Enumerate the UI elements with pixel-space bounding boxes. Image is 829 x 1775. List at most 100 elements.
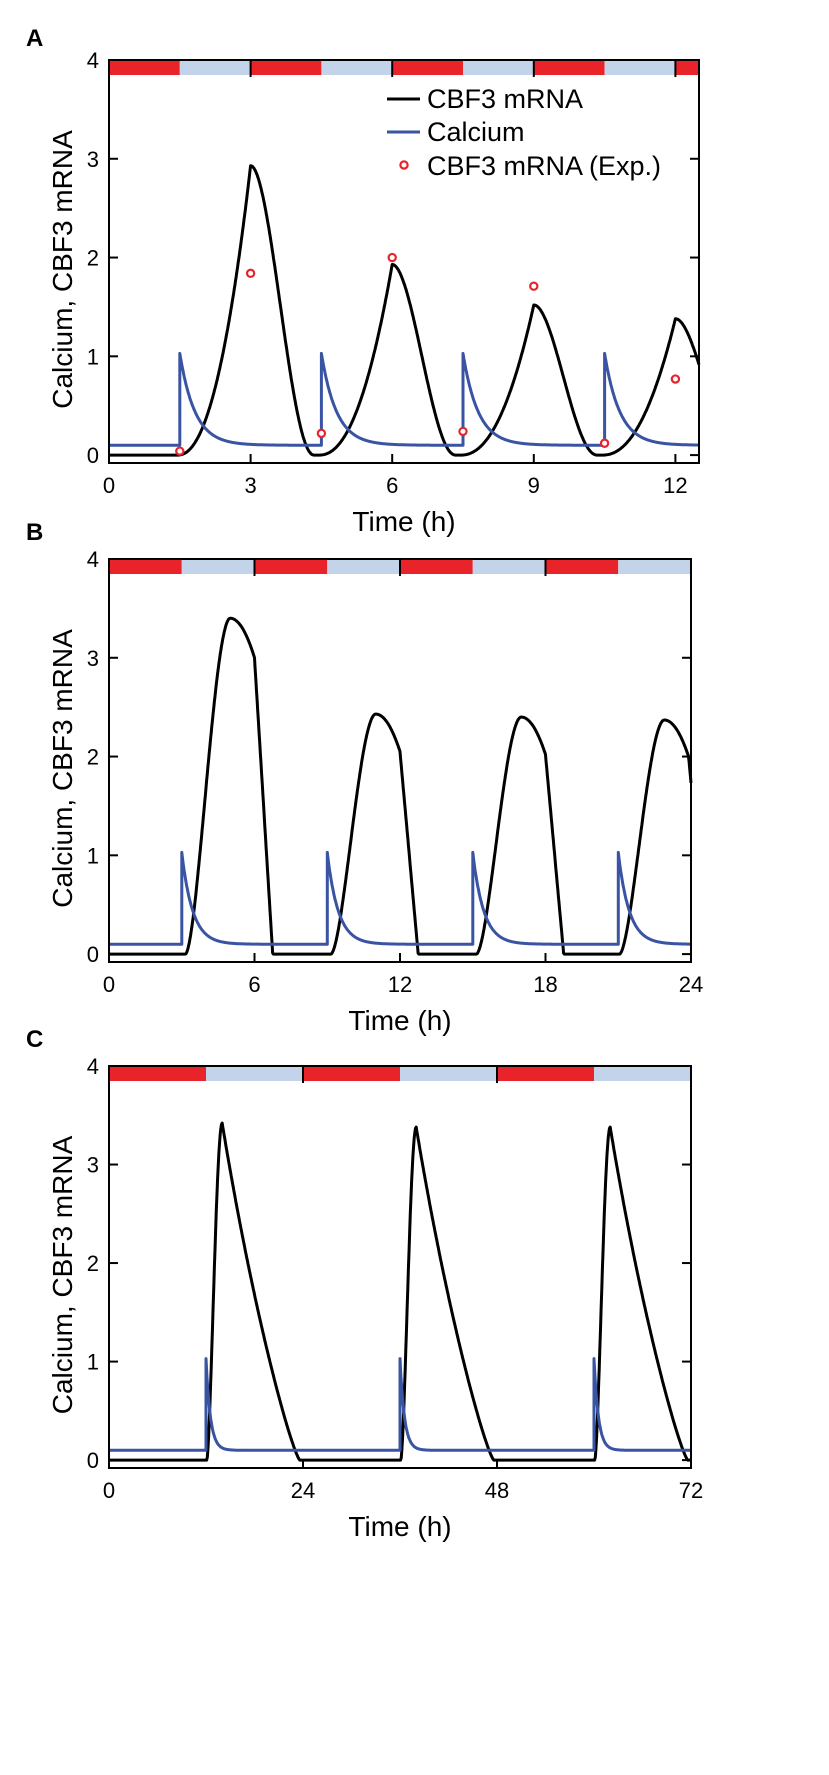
- x-tick-label: 12: [388, 972, 412, 997]
- cbf3-mrna-line: [108, 1121, 692, 1462]
- y-tick-label: 0: [87, 942, 99, 967]
- light-period: [497, 1066, 594, 1081]
- experimental-points-a: [175, 252, 681, 456]
- x-tick-label: 6: [248, 972, 260, 997]
- y-tick-label: 0: [87, 443, 99, 468]
- light-period: [675, 60, 699, 75]
- experimental-point: [458, 426, 468, 437]
- y-tick-label: 4: [87, 48, 99, 73]
- x-tick-label: 6: [386, 473, 398, 498]
- curves-b: [107, 616, 693, 956]
- dark-period: [181, 559, 255, 574]
- curves-c: [107, 1121, 693, 1462]
- dark-period: [618, 559, 691, 574]
- light-period: [250, 60, 322, 75]
- x-tick-label: 24: [679, 972, 703, 997]
- x-tick-label: 0: [103, 972, 115, 997]
- experimental-point: [316, 428, 327, 439]
- x-tick-label: 0: [103, 1478, 115, 1503]
- y-tick-label: 2: [87, 246, 99, 271]
- light-period: [400, 559, 473, 574]
- dark-period: [400, 1066, 497, 1081]
- calcium-line: [107, 1357, 693, 1452]
- photoperiod-bar-c: [109, 1066, 691, 1083]
- plot-frame-b: [108, 558, 692, 963]
- cbf3-mrna-line: [108, 616, 693, 956]
- x-tick-labels-a: 0 3 6 9 12: [103, 473, 688, 498]
- light-period: [392, 60, 463, 75]
- light-period: [109, 1066, 206, 1081]
- axis-ticks-a: [108, 59, 699, 463]
- calcium-line: [107, 351, 701, 447]
- y-tick-label: 0: [87, 1448, 99, 1473]
- dark-period: [206, 1066, 303, 1081]
- experimental-point: [387, 252, 397, 263]
- y-tick-label: 1: [87, 1350, 99, 1375]
- x-axis-title-b: Time (h): [348, 1005, 451, 1036]
- y-tick-label: 1: [87, 843, 99, 868]
- y-tick-labels-a: 0 1 2 3 4: [87, 48, 99, 468]
- experimental-point: [670, 374, 681, 384]
- panel-c: C 0 24 48 72 0 1 2 3 4 Time (h) Calcium, CBF3 m…: [26, 1026, 703, 1542]
- x-axis-title-c: Time (h): [348, 1511, 451, 1542]
- x-tick-labels-b: 0 6 12 18 24: [103, 972, 703, 997]
- light-period: [545, 559, 619, 574]
- light-period: [533, 60, 605, 75]
- experimental-point: [529, 281, 539, 291]
- x-tick-label: 12: [663, 473, 687, 498]
- panel-c-label: C: [26, 1026, 43, 1053]
- y-tick-label: 3: [87, 147, 99, 172]
- calcium-line: [107, 850, 693, 946]
- legend-mrna-label: CBF3 mRNA: [427, 84, 583, 114]
- experimental-point: [175, 446, 185, 456]
- x-axis-title-a: Time (h): [352, 506, 455, 537]
- photoperiod-bar-a: [109, 60, 699, 77]
- y-tick-labels-c: 0 1 2 3 4: [87, 1054, 99, 1473]
- plot-frame-c: [108, 1065, 692, 1469]
- experimental-point: [599, 438, 610, 448]
- y-axis-title-b: Calcium, CBF3 mRNA: [47, 629, 78, 908]
- light-period: [303, 1066, 400, 1081]
- y-tick-label: 2: [87, 745, 99, 770]
- photoperiod-bar-b: [109, 559, 691, 576]
- x-tick-label: 0: [103, 473, 115, 498]
- y-tick-label: 4: [87, 1054, 99, 1079]
- x-tick-label: 72: [679, 1478, 703, 1503]
- panel-a-label: A: [26, 25, 43, 52]
- x-tick-labels-c: 0 24 48 72: [103, 1478, 703, 1503]
- dark-period: [594, 1066, 691, 1081]
- y-axis-title-a: Calcium, CBF3 mRNA: [47, 130, 78, 409]
- y-tick-label: 2: [87, 1251, 99, 1276]
- legend-exp-swatch: [399, 160, 409, 170]
- dark-period: [179, 60, 251, 75]
- light-period: [254, 559, 328, 574]
- panel-b-label: B: [26, 519, 43, 546]
- y-tick-label: 1: [87, 344, 99, 369]
- dark-period: [463, 60, 534, 75]
- y-tick-label: 3: [87, 1153, 99, 1178]
- light-period: [109, 559, 182, 574]
- dark-period: [604, 60, 676, 75]
- legend-calcium-label: Calcium: [427, 117, 525, 147]
- experimental-point: [245, 268, 256, 279]
- dark-period: [321, 60, 393, 75]
- y-tick-label: 3: [87, 646, 99, 671]
- light-period: [109, 60, 180, 75]
- y-tick-label: 4: [87, 547, 99, 572]
- x-tick-label: 9: [528, 473, 540, 498]
- x-tick-label: 24: [291, 1478, 315, 1503]
- legend-exp-label: CBF3 mRNA (Exp.): [427, 151, 661, 181]
- curves-a: [107, 164, 701, 457]
- y-tick-labels-b: 0 1 2 3 4: [87, 547, 99, 967]
- y-axis-title-c: Calcium, CBF3 mRNA: [47, 1135, 78, 1414]
- cbf3-mrna-line: [108, 164, 701, 457]
- x-tick-label: 18: [533, 972, 557, 997]
- dark-period: [472, 559, 546, 574]
- x-tick-label: 3: [244, 473, 256, 498]
- legend: CBF3 mRNA Calcium CBF3 mRNA (Exp.): [387, 84, 661, 181]
- plot-frame-a: [108, 59, 700, 464]
- x-tick-label: 48: [485, 1478, 509, 1503]
